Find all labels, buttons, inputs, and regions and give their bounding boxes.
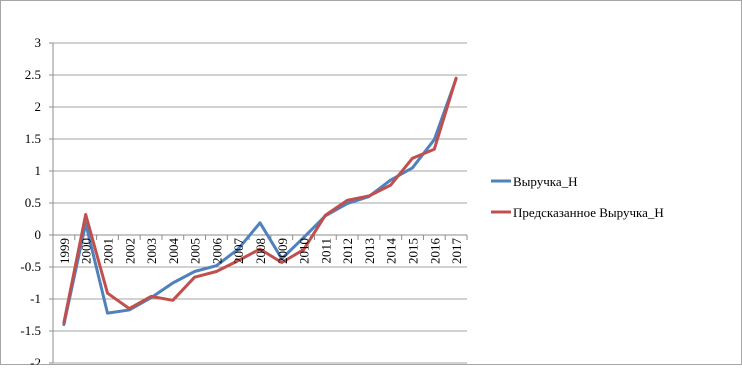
x-tick-label: 2012 xyxy=(340,238,355,264)
x-tick-label: 2008 xyxy=(253,238,268,264)
legend: Выручка_Н Предсказанное Выручка_Н xyxy=(491,174,664,220)
x-tick-label: 2010 xyxy=(297,238,312,264)
x-axis-tick-labels: 1999 2000 2001 2002 2003 2004 2005 2006 2007 2008… xyxy=(57,237,464,264)
x-tick-label: 2006 xyxy=(209,238,224,265)
legend-label-1: Выручка_Н xyxy=(513,174,578,189)
y-tick-label: -1.5 xyxy=(20,323,41,338)
series-line-2 xyxy=(62,76,458,325)
y-tick-label: 1 xyxy=(35,163,42,178)
series-lines xyxy=(62,76,458,327)
x-tick-label: 2003 xyxy=(144,238,159,264)
x-tick-label: 2004 xyxy=(166,238,181,265)
y-tick-label: 0.5 xyxy=(25,195,41,210)
y-tick-label: -1 xyxy=(30,291,41,306)
x-tick-label: 2001 xyxy=(100,238,115,264)
y-tick-label: -2 xyxy=(30,355,41,365)
y-tick-label: 3 xyxy=(35,35,42,50)
y-axis-tick-labels: 3 2.5 2 1.5 1 0.5 0 -0.5 -1 -1.5 -2 xyxy=(20,35,42,370)
y-tick-label: 2 xyxy=(35,99,42,114)
x-tick-label: 2005 xyxy=(188,238,203,264)
y-tick-label: 1.5 xyxy=(25,131,41,146)
x-tick-label: 2011 xyxy=(318,238,333,264)
x-tick-label: 2002 xyxy=(122,238,137,264)
x-tick-label: 2016 xyxy=(427,238,442,265)
x-tick-label: 2000 xyxy=(79,238,94,264)
axes xyxy=(49,42,468,364)
y-tick-label: 0 xyxy=(35,227,42,242)
x-tick-label: 2013 xyxy=(362,238,377,264)
legend-label-2: Предсказанное Выручка_Н xyxy=(513,205,664,220)
x-tick-label: 2017 xyxy=(449,238,464,265)
x-tick-label: 2007 xyxy=(231,237,246,264)
y-tick-label: -0.5 xyxy=(20,259,41,274)
x-tick-label: 2009 xyxy=(275,238,290,264)
x-tick-label: 2015 xyxy=(406,238,421,264)
x-tick-label: 2014 xyxy=(384,238,399,265)
y-tick-label: 2.5 xyxy=(25,67,41,82)
x-tick-label: 1999 xyxy=(57,238,72,264)
